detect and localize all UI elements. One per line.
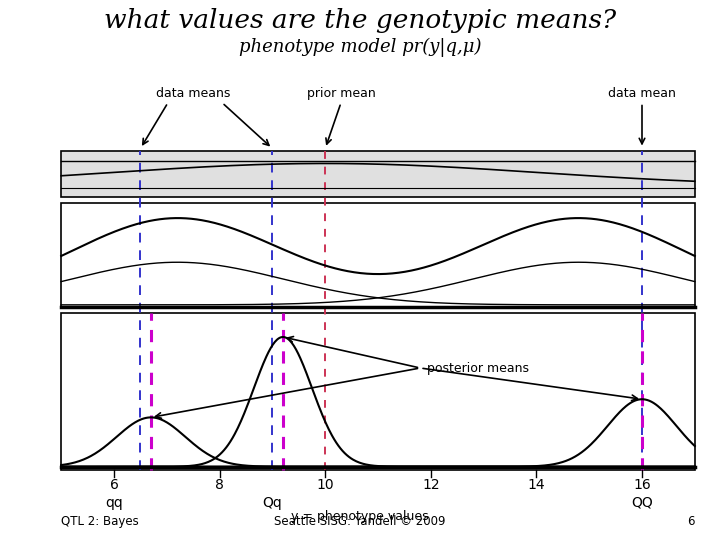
Text: Seattle SISG: Yandell © 2009: Seattle SISG: Yandell © 2009: [274, 515, 446, 528]
Text: 16: 16: [633, 478, 651, 492]
Bar: [61, 151, 695, 197]
Text: 6: 6: [109, 478, 118, 492]
Text: QQ: QQ: [631, 496, 653, 510]
Text: data means: data means: [156, 87, 230, 100]
Text: posterior means: posterior means: [428, 361, 529, 375]
Text: QTL 2: Bayes: QTL 2: Bayes: [61, 515, 139, 528]
Text: data mean: data mean: [608, 87, 676, 100]
Text: what values are the genotypic means?: what values are the genotypic means?: [104, 8, 616, 33]
Text: Qq: Qq: [263, 496, 282, 510]
Text: 12: 12: [422, 478, 440, 492]
Text: phenotype model pr(y|q,μ): phenotype model pr(y|q,μ): [239, 38, 481, 57]
Text: qq: qq: [105, 496, 123, 510]
Text: prior mean: prior mean: [307, 87, 375, 100]
Text: y = phenotype values: y = phenotype values: [291, 510, 429, 523]
Bar: [61, 151, 695, 197]
Text: 6: 6: [688, 515, 695, 528]
Text: 10: 10: [316, 478, 334, 492]
Text: 8: 8: [215, 478, 224, 492]
Bar: [61, 313, 695, 470]
Bar: [61, 202, 695, 308]
Text: 14: 14: [528, 478, 545, 492]
